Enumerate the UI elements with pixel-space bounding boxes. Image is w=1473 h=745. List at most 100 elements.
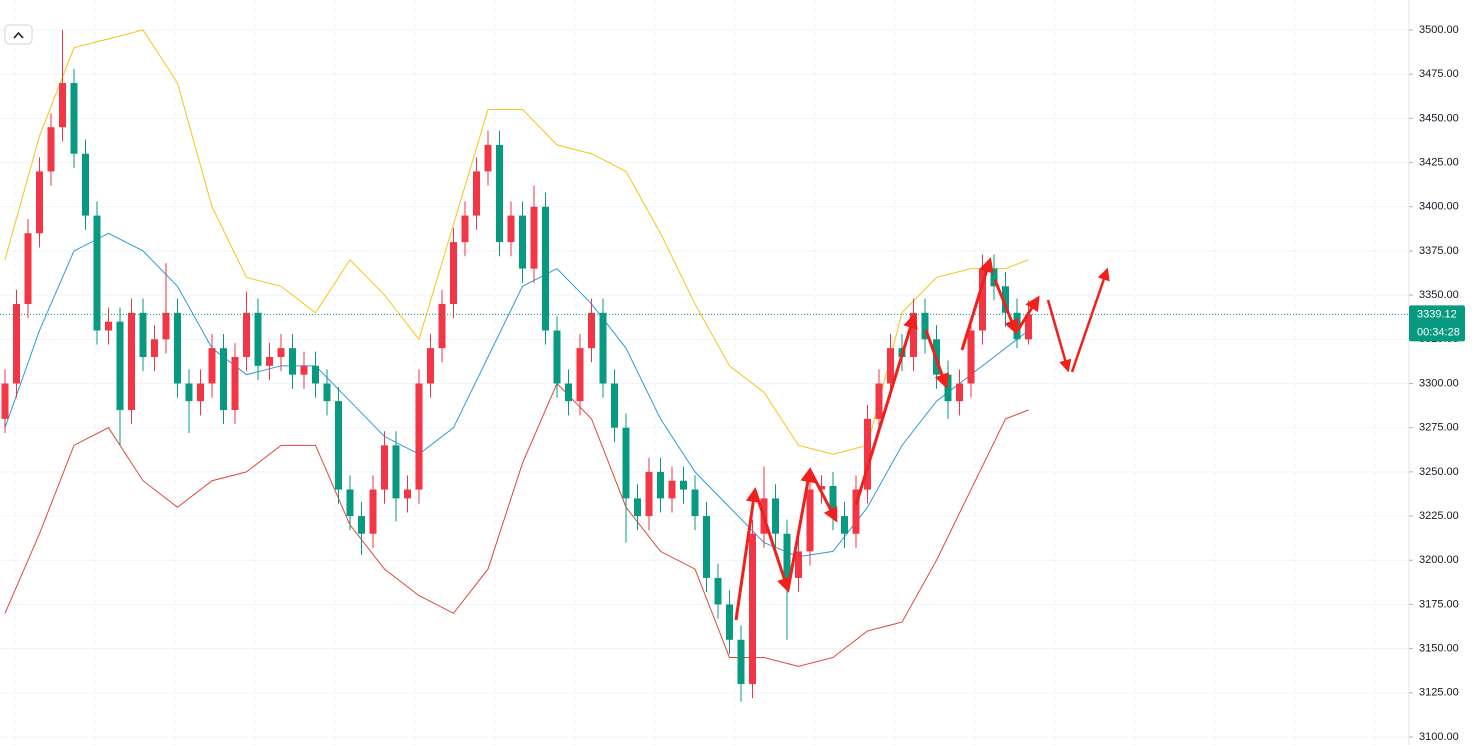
candle-body [806, 489, 814, 552]
candle-body [93, 215, 101, 331]
y-tick-label: 3425.00 [1419, 156, 1459, 168]
y-tick-label: 3225.00 [1419, 510, 1459, 522]
candle-body [726, 604, 733, 640]
candle-body [921, 312, 929, 340]
candle-body [967, 330, 975, 384]
candle-body [24, 233, 32, 304]
candle-body [691, 489, 699, 517]
y-tick-label: 3100.00 [1419, 731, 1459, 743]
candle-body [864, 418, 871, 490]
candle-body [841, 516, 848, 534]
candle-body [852, 489, 860, 534]
candle-body [369, 489, 377, 534]
candle-body [588, 312, 595, 349]
candle-body [174, 312, 181, 384]
candle-body [381, 445, 388, 490]
candle-body [461, 215, 469, 243]
candle-body [875, 383, 883, 419]
drawing-arrows [734, 257, 1110, 621]
band-line [4, 382, 1029, 667]
candle-body [1002, 286, 1009, 313]
candle-body [668, 480, 676, 499]
candle-body [185, 383, 193, 402]
countdown: 00:34:28 [1417, 326, 1460, 338]
candle-body [450, 242, 457, 304]
candle-body [496, 144, 503, 243]
candle-body [990, 268, 998, 287]
y-tick-label: 3125.00 [1419, 687, 1459, 699]
candle-body [208, 348, 216, 384]
candle-body [956, 383, 963, 402]
y-tick-label: 3475.00 [1419, 68, 1459, 80]
candle-body [70, 83, 78, 154]
last-price-label: 3339.12 [1417, 308, 1457, 320]
candle-body [599, 312, 607, 384]
candle-body [818, 486, 825, 490]
candle-body [47, 127, 55, 172]
candle-body [576, 348, 584, 402]
candle-body [231, 356, 239, 411]
candle-body [473, 171, 480, 216]
candle-body [392, 445, 400, 499]
candle-body [565, 383, 572, 402]
candle-body [944, 374, 952, 402]
candle-body [59, 83, 66, 128]
bands [4, 29, 1029, 667]
candle-body [312, 365, 319, 384]
price-axis: 3100.00 3125.00 3150.00 3175.00 3200.00 3225.… [1409, 24, 1459, 743]
candle-body [772, 498, 779, 534]
candle-body [829, 486, 837, 517]
candle-body [507, 215, 515, 243]
candle-body [657, 471, 664, 499]
candle-body [151, 339, 158, 357]
candle-body [162, 312, 170, 340]
y-tick-label: 3250.00 [1419, 466, 1459, 478]
candle-body [358, 516, 365, 534]
candle-body [611, 383, 618, 428]
y-tick-label: 3300.00 [1419, 377, 1459, 389]
candle-body [323, 383, 331, 402]
band-line [4, 232, 1029, 558]
y-tick-label: 3150.00 [1419, 643, 1459, 655]
y-tick-label: 3175.00 [1419, 598, 1459, 610]
candle-body [519, 215, 526, 269]
candle-body [979, 268, 986, 331]
y-tick-label: 3450.00 [1419, 112, 1459, 124]
vertical-grid [14, 0, 1376, 745]
candle-body [128, 312, 135, 411]
candle-body [910, 312, 917, 357]
y-tick-label: 3200.00 [1419, 554, 1459, 566]
candle-body [36, 171, 43, 234]
collapse-button[interactable] [4, 24, 33, 45]
candle-body [542, 206, 549, 331]
candle-body [795, 551, 802, 578]
candle-body [266, 356, 273, 366]
candle-body [438, 303, 446, 349]
candle-body [300, 365, 308, 375]
candle-body [484, 144, 492, 172]
candle-body [1025, 314, 1032, 340]
candle-body [220, 348, 227, 411]
candle-body [289, 348, 296, 375]
candle-body [116, 321, 124, 411]
candle-body [82, 153, 89, 216]
candle-body [254, 312, 262, 366]
candle-body [13, 303, 20, 384]
y-tick-label: 3375.00 [1419, 245, 1459, 257]
candle-body [197, 383, 204, 402]
candle-body [737, 639, 745, 684]
last-price-badge [1409, 305, 1465, 342]
candle-body [634, 498, 641, 517]
candle-body [680, 480, 687, 490]
candle-body [749, 533, 756, 684]
candle-body [404, 489, 411, 499]
candle-body [1, 383, 9, 419]
candle-body [714, 577, 722, 605]
candle-body [346, 489, 354, 517]
candles [1, 30, 1032, 702]
candle-body [335, 401, 342, 490]
candle-body [703, 516, 710, 578]
candle-body [553, 330, 561, 384]
candle-body [887, 348, 894, 384]
